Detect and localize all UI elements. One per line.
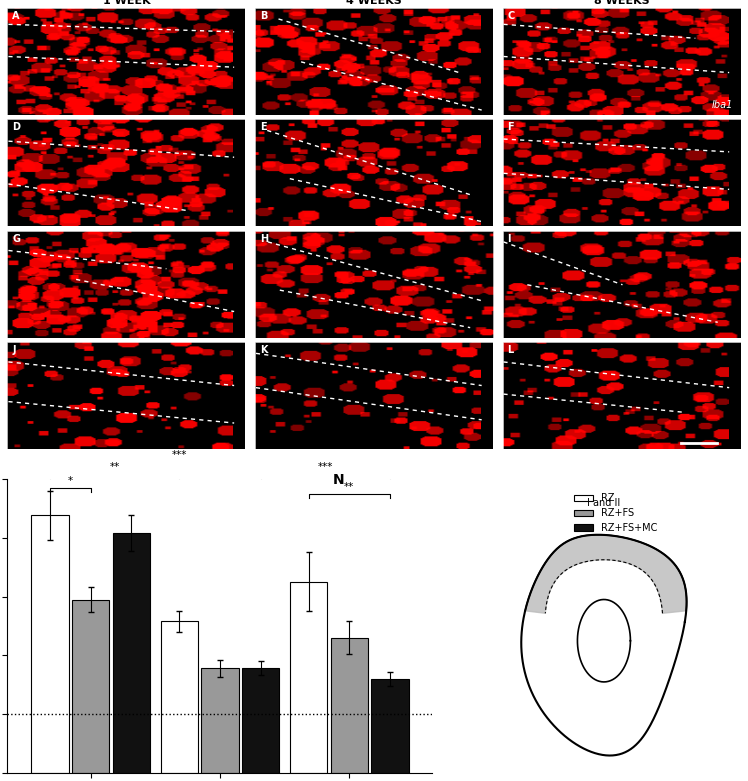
- Text: N: N: [333, 473, 345, 487]
- Bar: [242, 669, 279, 773]
- Text: I and II: I and II: [587, 498, 621, 508]
- Text: F: F: [507, 123, 514, 133]
- Title: 1 WEEK: 1 WEEK: [102, 0, 150, 5]
- Text: I: I: [507, 234, 511, 244]
- Bar: [161, 622, 198, 773]
- Bar: [72, 600, 109, 773]
- Text: J: J: [12, 345, 16, 355]
- Text: **: **: [344, 483, 355, 492]
- Text: B: B: [260, 11, 267, 21]
- Text: E: E: [260, 123, 266, 133]
- Text: K: K: [260, 345, 267, 355]
- Text: Iba1: Iba1: [712, 100, 733, 109]
- Legend: RZ, RZ+FS, RZ+FS+MC: RZ, RZ+FS, RZ+FS+MC: [570, 490, 661, 537]
- Bar: [201, 669, 239, 773]
- Text: H: H: [260, 234, 268, 244]
- Text: ***: ***: [318, 462, 333, 472]
- Bar: [31, 515, 69, 773]
- Text: **: **: [109, 462, 120, 472]
- Text: A: A: [12, 11, 19, 21]
- Polygon shape: [525, 535, 687, 613]
- Bar: [290, 582, 328, 773]
- Title: 8 WEEKS: 8 WEEKS: [594, 0, 649, 5]
- Text: ***: ***: [171, 450, 187, 460]
- Text: G: G: [12, 234, 20, 244]
- Bar: [331, 638, 368, 773]
- Text: D: D: [12, 123, 20, 133]
- Bar: [112, 533, 150, 773]
- Text: C: C: [507, 11, 515, 21]
- Text: *: *: [68, 476, 73, 487]
- Title: 4 WEEKS: 4 WEEKS: [346, 0, 402, 5]
- Text: L: L: [507, 345, 514, 355]
- Bar: [371, 679, 408, 773]
